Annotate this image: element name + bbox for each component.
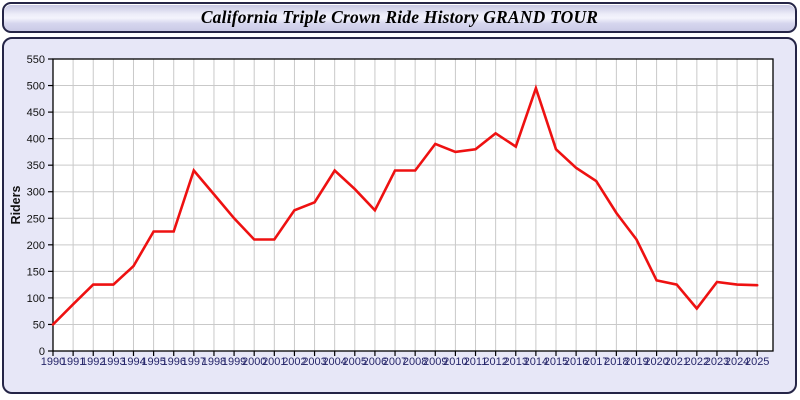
y-tick-label: 400 bbox=[27, 134, 45, 146]
x-tick-label: 2023 bbox=[705, 356, 729, 368]
x-tick-label: 2010 bbox=[443, 356, 467, 368]
x-tick-label: 1992 bbox=[81, 356, 105, 368]
x-tick-label: 2019 bbox=[624, 356, 648, 368]
x-tick-label: 2018 bbox=[604, 356, 628, 368]
x-tick-label: 2013 bbox=[504, 356, 528, 368]
y-tick-label: 550 bbox=[27, 54, 45, 66]
chart-title: California Triple Crown Ride History GRA… bbox=[200, 7, 599, 27]
x-tick-label: 2012 bbox=[483, 356, 507, 368]
x-tick-label: 1993 bbox=[101, 356, 125, 368]
x-tick-label: 2007 bbox=[383, 356, 407, 368]
x-tick-label: 2015 bbox=[544, 356, 568, 368]
x-tick-label: 2008 bbox=[403, 356, 427, 368]
x-tick-label: 2005 bbox=[343, 356, 367, 368]
x-tick-label: 2017 bbox=[584, 356, 608, 368]
x-tick-label: 1996 bbox=[161, 356, 185, 368]
riders-line-chart: 1990199119921993199419951996199719981999… bbox=[9, 54, 774, 368]
x-tick-label: 2000 bbox=[242, 356, 266, 368]
x-tick-label: 2001 bbox=[262, 356, 286, 368]
y-tick-label: 150 bbox=[27, 266, 45, 278]
x-tick-label: 2002 bbox=[282, 356, 306, 368]
y-tick-label: 350 bbox=[27, 160, 45, 172]
y-tick-label: 50 bbox=[33, 319, 45, 331]
x-tick-label: 2009 bbox=[423, 356, 447, 368]
chart-panel: 1990 1991 1992 1993 1994 1995 1996 1997 1998 1999… bbox=[2, 37, 797, 394]
riders-series-line bbox=[51, 84, 759, 326]
y-axis-labels: 0 50 100 150 200 250 300 350 400 450 500 550 bbox=[27, 54, 45, 358]
x-tick-label: 2003 bbox=[302, 356, 326, 368]
x-tick-label: 2006 bbox=[363, 356, 387, 368]
y-tick-label: 250 bbox=[27, 213, 45, 225]
x-tick-label: 1994 bbox=[121, 356, 145, 368]
x-tick-label: 1997 bbox=[182, 356, 206, 368]
x-tick-label: 2022 bbox=[685, 356, 709, 368]
x-tick-label: 2014 bbox=[524, 356, 548, 368]
x-tick-label: 1990 bbox=[41, 356, 65, 368]
y-tick-label: 450 bbox=[27, 107, 45, 119]
x-tick-label: 2011 bbox=[464, 356, 488, 368]
x-tick-label: 1998 bbox=[202, 356, 226, 368]
x-tick-label: 2016 bbox=[564, 356, 588, 368]
y-tick-label: 100 bbox=[27, 293, 45, 305]
y-tick-label: 500 bbox=[27, 81, 45, 93]
x-tick-label: 2025 bbox=[745, 356, 769, 368]
y-axis-title: Riders bbox=[9, 186, 23, 225]
x-tick-label: 1995 bbox=[141, 356, 165, 368]
plot-border bbox=[52, 58, 774, 352]
x-tick-label: 1999 bbox=[222, 356, 246, 368]
title-bar: California Triple Crown Ride History GRA… bbox=[2, 2, 797, 33]
x-tick-label: 1991 bbox=[61, 356, 85, 368]
x-tick-label: 2024 bbox=[725, 356, 749, 368]
x-tick-label: 2004 bbox=[322, 356, 346, 368]
axis-frame bbox=[52, 58, 774, 352]
y-tick-label: 300 bbox=[27, 187, 45, 199]
plot-area bbox=[53, 59, 773, 351]
y-tick-label: 200 bbox=[27, 240, 45, 252]
y-tick-label: 0 bbox=[39, 346, 45, 358]
x-axis-labels: 1990199119921993199419951996199719981999… bbox=[41, 356, 770, 368]
x-tick-label: 2020 bbox=[644, 356, 668, 368]
x-tick-label: 2021 bbox=[664, 356, 688, 368]
